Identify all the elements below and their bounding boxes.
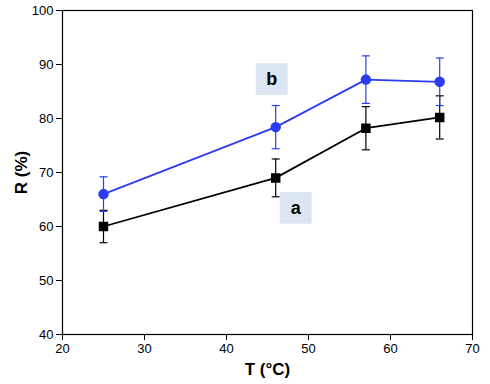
- svg-text:T (°C): T (°C): [245, 360, 291, 379]
- svg-text:70: 70: [465, 341, 479, 356]
- svg-text:30: 30: [137, 341, 151, 356]
- svg-text:50: 50: [39, 273, 53, 288]
- svg-text:90: 90: [39, 57, 53, 72]
- svg-text:70: 70: [39, 165, 53, 180]
- svg-text:20: 20: [55, 341, 69, 356]
- svg-text:60: 60: [39, 219, 53, 234]
- svg-text:b: b: [266, 69, 277, 89]
- svg-text:40: 40: [219, 341, 233, 356]
- svg-text:a: a: [291, 198, 302, 218]
- svg-text:60: 60: [383, 341, 397, 356]
- svg-text:40: 40: [39, 327, 53, 342]
- svg-text:R (%): R (%): [12, 151, 31, 194]
- svg-text:100: 100: [32, 3, 54, 18]
- svg-text:50: 50: [301, 341, 315, 356]
- svg-text:80: 80: [39, 111, 53, 126]
